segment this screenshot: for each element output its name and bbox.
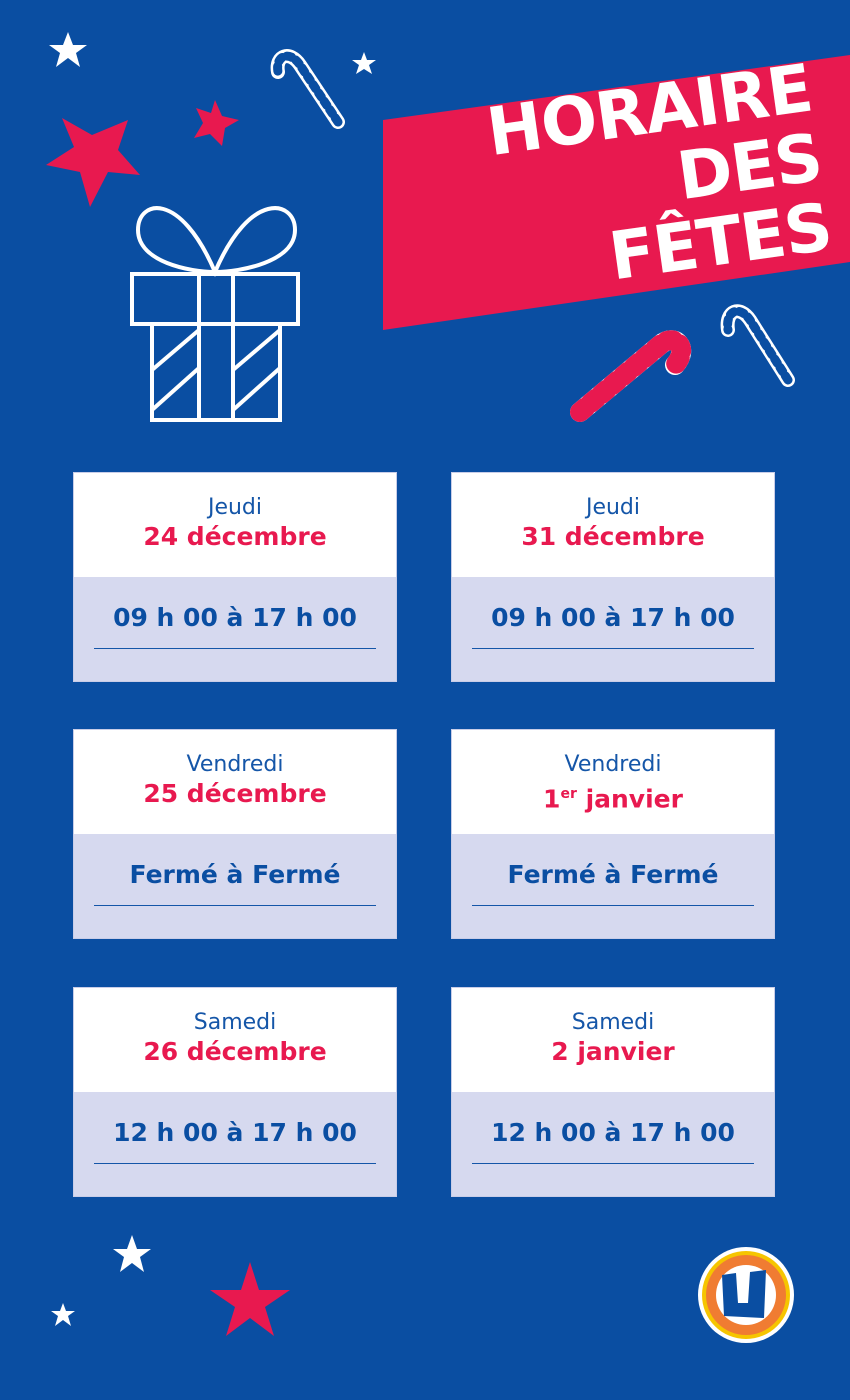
day-label: Jeudi (207, 495, 263, 520)
hours-label: 09 h 00 à 17 h 00 (491, 603, 735, 632)
divider (472, 905, 754, 906)
logo (698, 1247, 794, 1343)
schedule-card: Jeudi 24 décembre 09 h 00 à 17 h 00 (73, 472, 397, 682)
schedule-card: Jeudi 31 décembre 09 h 00 à 17 h 00 (451, 472, 775, 682)
hours-label: 09 h 00 à 17 h 00 (113, 603, 357, 632)
day-label: Samedi (571, 1010, 655, 1035)
date-label: 2 janvier (551, 1037, 675, 1066)
date-label: 26 décembre (143, 1037, 327, 1066)
day-label: Vendredi (564, 752, 662, 777)
divider (94, 648, 376, 649)
hours-label: Fermé à Fermé (507, 860, 719, 889)
hours-label: 12 h 00 à 17 h 00 (491, 1118, 735, 1147)
day-label: Jeudi (585, 495, 641, 520)
divider (94, 1163, 376, 1164)
candy-cane-icon (270, 49, 795, 422)
star-icon (49, 32, 376, 1326)
divider (472, 1163, 754, 1164)
day-label: Samedi (193, 1010, 277, 1035)
title-banner (383, 55, 850, 330)
schedule-card: Vendredi 25 décembre Fermé à Fermé (73, 729, 397, 939)
date-number: 1 (543, 784, 561, 814)
divider (94, 905, 376, 906)
date-month: janvier (576, 784, 683, 814)
date-label: 25 décembre (143, 779, 327, 808)
schedule-card: Samedi 26 décembre 12 h 00 à 17 h 00 (73, 987, 397, 1197)
date-ordinal: er (560, 786, 577, 802)
gift-icon (130, 206, 300, 422)
date-label: 1er janvier (452, 778, 774, 815)
hours-label: 12 h 00 à 17 h 00 (113, 1118, 357, 1147)
date-label: 24 décembre (143, 522, 327, 551)
divider (472, 648, 754, 649)
schedule-card: Vendredi 1er janvier Fermé à Fermé (451, 729, 775, 939)
hours-label: Fermé à Fermé (129, 860, 341, 889)
day-label: Vendredi (186, 752, 284, 777)
date-label: 31 décembre (521, 522, 705, 551)
schedule-card: Samedi 2 janvier 12 h 00 à 17 h 00 (451, 987, 775, 1197)
red-star-icon (46, 100, 290, 1336)
